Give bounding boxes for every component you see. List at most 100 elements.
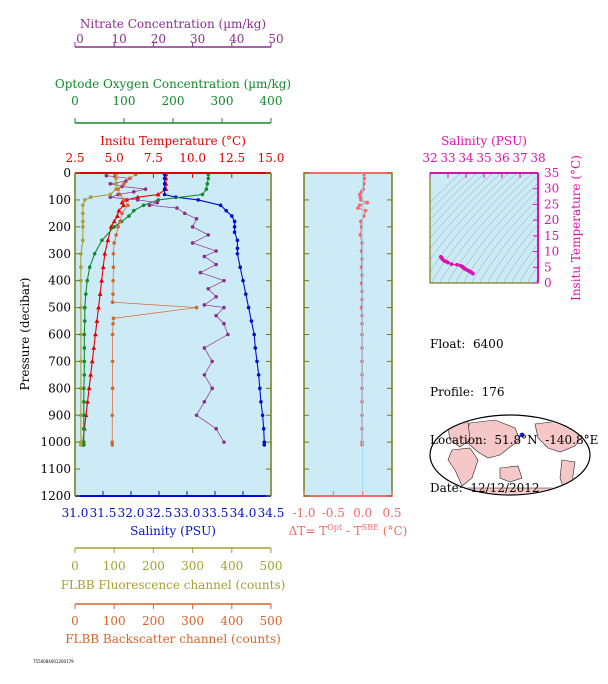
nitrate-point [222,440,226,444]
temperature-point [116,208,122,213]
pressure-tick-label: 800 [48,381,71,395]
fluorescence-tick-label: 500 [260,559,283,573]
oxygen-point [85,278,90,283]
salinity-tick-label: 31.0 [62,506,89,520]
backscatter-point [110,386,115,391]
nitrate-point [202,346,207,350]
delta-t-point [360,297,364,302]
nitrate-point [214,426,218,431]
nitrate-point [175,206,179,210]
nitrate-point [214,313,218,318]
pressure-tick-label: 700 [48,354,71,368]
map-land-africa [447,447,479,487]
oxygen-point [132,208,136,213]
nitrate-point [147,203,152,208]
density-contour [487,215,538,283]
nitrate-point [222,321,226,326]
backscatter-tick-label: 500 [260,614,283,628]
nitrate-profile-line [106,175,229,443]
salinity-point [262,443,267,447]
ts-salinity-axis-title: Salinity (PSU) [441,134,527,148]
fluorescence-point [108,192,113,197]
nitrate-point [210,386,214,391]
temperature-point [119,200,125,205]
temperature-point [88,372,94,377]
backscatter-point [128,176,132,181]
salinity-point [162,176,167,181]
salinity-point [253,346,258,350]
nitrate-point [202,303,207,307]
backscatter-tick-label: 200 [142,614,165,628]
temperature-profile-line [82,174,167,445]
fluorescence-point [81,211,85,216]
backscatter-point [111,251,116,256]
fluorescence-point [79,305,83,310]
fluorescence-point [79,386,83,391]
salinity-point [238,265,242,270]
fluorescence-point [81,219,85,224]
backscatter-point [111,316,116,321]
temperature-point [97,291,103,296]
delta-t-point [360,386,364,391]
salinity-tick-label: 33.5 [202,506,229,520]
ts-temperature-tick-label: 0 [544,276,552,290]
salinity-tick-label: 31.5 [90,506,117,520]
nitrate-point [190,241,195,245]
delta-t-point [357,203,362,208]
pressure-axis-title: Pressure (decibar) [18,278,32,391]
nitrate-tick-label: 0 [76,32,84,46]
oxygen-point [82,346,87,350]
nitrate-tick-label: 30 [190,32,205,46]
nitrate-point [120,184,124,189]
fluorescence-point [79,332,83,337]
fluorescence-point [81,225,85,229]
density-contour [503,233,538,283]
nitrate-point [214,262,218,267]
delta-t-tick-label: -0.5 [322,506,345,520]
ts-point [449,262,454,267]
temperature-point [111,218,117,224]
density-contour [519,253,538,283]
delta-t-tick-label: -1.0 [292,506,315,520]
salinity-point [260,413,265,418]
salinity-point [162,181,167,186]
backscatter-point [118,219,122,224]
salinity-point [244,292,248,296]
delta-t-point [360,273,364,278]
salinity-point [230,214,234,218]
oxygen-point [83,292,88,296]
delta-t-point [360,313,364,318]
delta-t-plot-area [304,173,392,496]
oxygen-point [100,238,104,243]
oxygen-point [141,203,146,208]
nitrate-point [108,195,113,200]
nitrate-point [198,270,203,275]
backscatter-axis-title: FLBB Backscatter channel (counts) [65,632,281,646]
salinity-point [232,225,237,229]
oxygen-point [206,176,211,181]
salinity-point [258,386,262,391]
ts-point [455,262,459,267]
delta-t-point [360,346,364,350]
nitrate-point [132,190,136,194]
fluorescence-tick-label: 200 [142,559,165,573]
density-contour [430,173,470,212]
fluorescence-point [79,278,83,283]
nitrate-point [214,295,218,299]
oxygen-tick-label: 100 [113,94,136,108]
delta-t-point [362,176,367,181]
backscatter-point [111,321,115,326]
salinity-point [249,319,254,323]
nitrate-point [222,305,226,310]
temperature-tick-label: 2.5 [65,151,84,165]
density-contour [527,265,538,283]
temperature-point [121,202,127,208]
nitrate-point [124,179,128,183]
nitrate-tick-label: 20 [151,32,166,46]
density-contour [430,173,478,220]
delta-t-point [360,426,364,431]
oxygen-point [205,181,210,186]
backscatter-point [116,187,120,191]
delta-t-axes: -1.0 -0.5 0.0 0.5 [292,172,402,520]
